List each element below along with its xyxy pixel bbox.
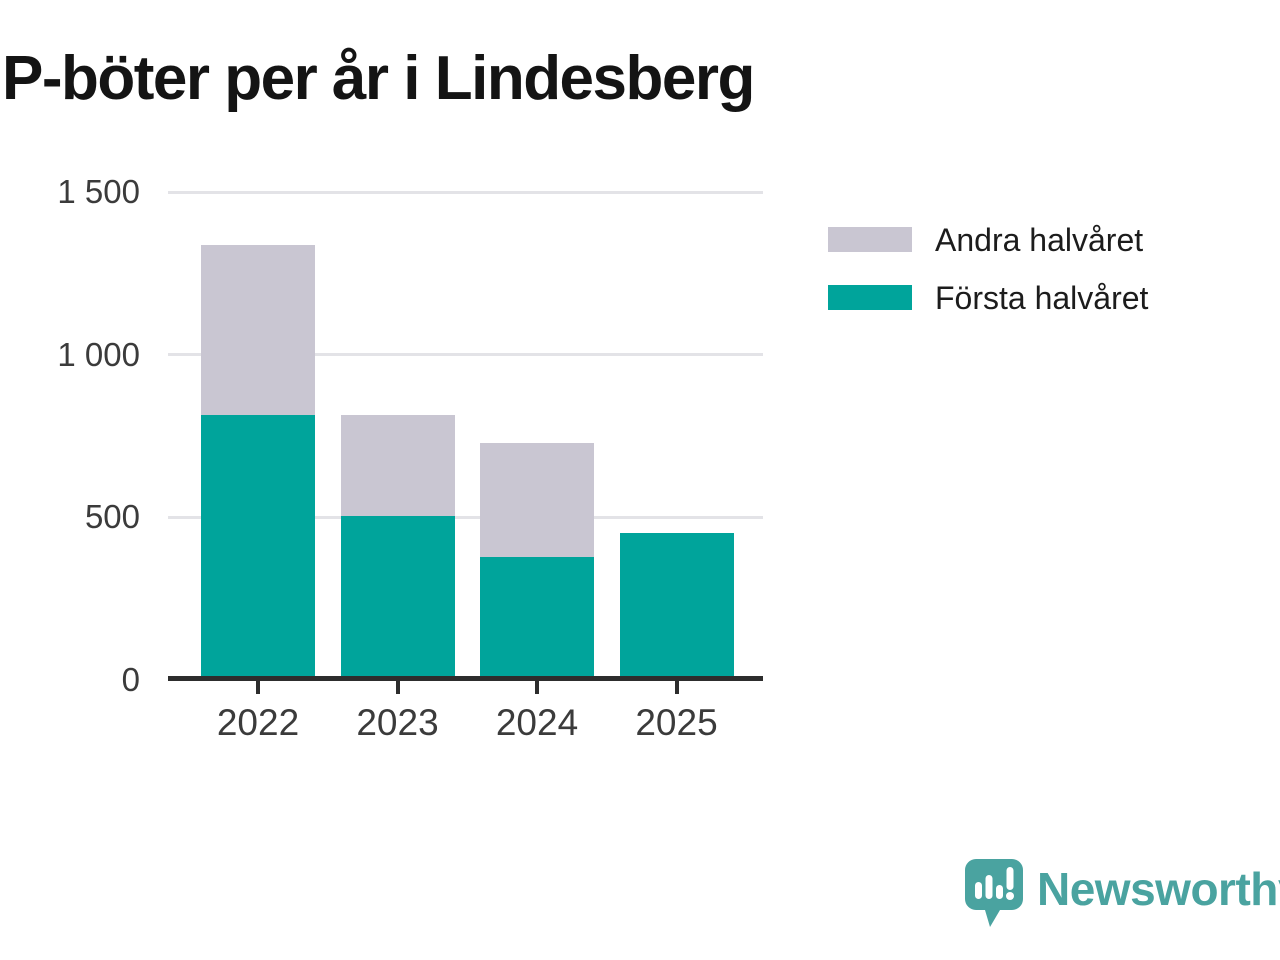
bar-2024-andra-halv-ret xyxy=(480,443,594,557)
bar-2022-f-rsta-halv-ret xyxy=(201,415,315,679)
bar-2024-f-rsta-halv-ret xyxy=(480,557,594,679)
x-axis-tick-2022 xyxy=(256,681,260,694)
y-tick-label-1500: 1 500 xyxy=(57,173,140,210)
x-axis-line xyxy=(168,676,763,681)
gridline-500 xyxy=(168,515,763,519)
legend-label-andra-halvaret: Andra halvåret xyxy=(935,221,1144,258)
bar-2022-andra-halv-ret xyxy=(201,244,315,416)
y-tick-label-500: 500 xyxy=(84,498,140,536)
logo-exclamation-dot xyxy=(1006,892,1014,900)
chart-title: P-böter per år i Lindesberg xyxy=(2,44,755,113)
legend-item-andra-halvaret: Andra halvåret xyxy=(828,224,1143,256)
logo-bar-3 xyxy=(996,885,1003,899)
bar-2023-f-rsta-halv-ret xyxy=(340,516,455,679)
y-tick-label-0: 0 xyxy=(121,661,140,698)
x-axis-tick-2025 xyxy=(674,681,679,694)
x-axis-tick-2024 xyxy=(535,681,539,694)
bar-2023-andra-halv-ret xyxy=(340,415,455,517)
x-tick-label-2024: 2024 xyxy=(495,702,579,743)
x-axis-tick-2023 xyxy=(395,681,400,694)
bar-2025-f-rsta-halv-ret xyxy=(619,532,734,679)
x-tick-label-2025: 2025 xyxy=(635,702,718,743)
newsworthy-brand: Newsworthy xyxy=(964,858,1280,930)
logo-exclamation-line xyxy=(1006,867,1014,890)
legend-label-forsta-halvaret: Första halvåret xyxy=(935,279,1149,316)
logo-bar-1 xyxy=(975,882,982,899)
x-tick-label-2023: 2023 xyxy=(356,702,439,743)
legend-swatch-andra-halvaret xyxy=(828,227,912,252)
y-tick-label-1000: 1 000 xyxy=(57,335,140,373)
gridline-1500 xyxy=(168,190,763,194)
legend-item-forsta-halvaret: Första halvåret xyxy=(828,282,1148,314)
gridline-1000 xyxy=(168,353,763,357)
newsworthy-logo-text: Newsworthy xyxy=(1037,863,1280,915)
newsworthy-logo-icon xyxy=(965,859,1023,927)
legend-swatch-forsta-halvaret xyxy=(828,285,912,310)
x-tick-label-2022: 2022 xyxy=(216,702,300,743)
logo-bar-2 xyxy=(985,875,993,899)
